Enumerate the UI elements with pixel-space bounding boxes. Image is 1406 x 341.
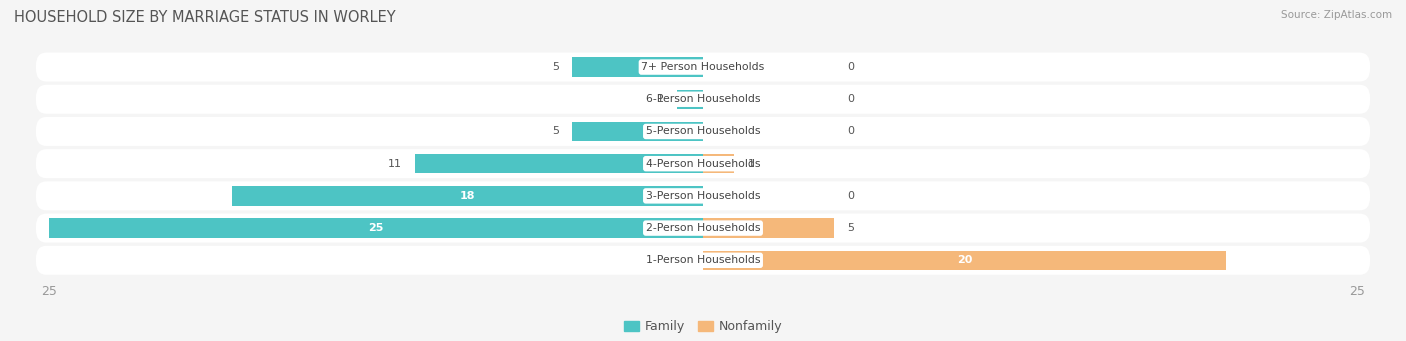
Text: 1: 1	[748, 159, 755, 169]
FancyBboxPatch shape	[37, 246, 1369, 275]
FancyBboxPatch shape	[37, 213, 1369, 242]
Text: 6-Person Households: 6-Person Households	[645, 94, 761, 104]
Text: 3-Person Households: 3-Person Households	[645, 191, 761, 201]
Text: 5: 5	[553, 127, 560, 136]
Bar	[572, 122, 703, 141]
Bar	[703, 219, 834, 238]
Bar	[572, 57, 703, 77]
Text: 0: 0	[846, 127, 853, 136]
FancyBboxPatch shape	[37, 53, 1369, 81]
Legend: Family, Nonfamily: Family, Nonfamily	[619, 315, 787, 338]
Text: 5: 5	[846, 223, 853, 233]
Text: 5: 5	[553, 62, 560, 72]
Text: 0: 0	[846, 191, 853, 201]
Bar	[676, 90, 703, 109]
FancyBboxPatch shape	[37, 85, 1369, 114]
Text: 4-Person Households: 4-Person Households	[645, 159, 761, 169]
FancyBboxPatch shape	[37, 149, 1369, 178]
Text: 0: 0	[846, 62, 853, 72]
Text: 2-Person Households: 2-Person Households	[645, 223, 761, 233]
Text: 11: 11	[388, 159, 402, 169]
Bar	[415, 154, 703, 173]
Text: HOUSEHOLD SIZE BY MARRIAGE STATUS IN WORLEY: HOUSEHOLD SIZE BY MARRIAGE STATUS IN WOR…	[14, 10, 395, 25]
Text: 0: 0	[846, 94, 853, 104]
Text: 1-Person Households: 1-Person Households	[645, 255, 761, 265]
Text: 20: 20	[957, 255, 973, 265]
Bar	[49, 219, 703, 238]
Bar	[703, 154, 734, 173]
Text: 7+ Person Households: 7+ Person Households	[641, 62, 765, 72]
FancyBboxPatch shape	[37, 117, 1369, 146]
Text: 1: 1	[657, 94, 664, 104]
Text: 18: 18	[460, 191, 475, 201]
Text: Source: ZipAtlas.com: Source: ZipAtlas.com	[1281, 10, 1392, 20]
Text: 25: 25	[368, 223, 384, 233]
Bar	[232, 186, 703, 206]
FancyBboxPatch shape	[37, 181, 1369, 210]
Text: 5-Person Households: 5-Person Households	[645, 127, 761, 136]
Bar	[703, 251, 1226, 270]
